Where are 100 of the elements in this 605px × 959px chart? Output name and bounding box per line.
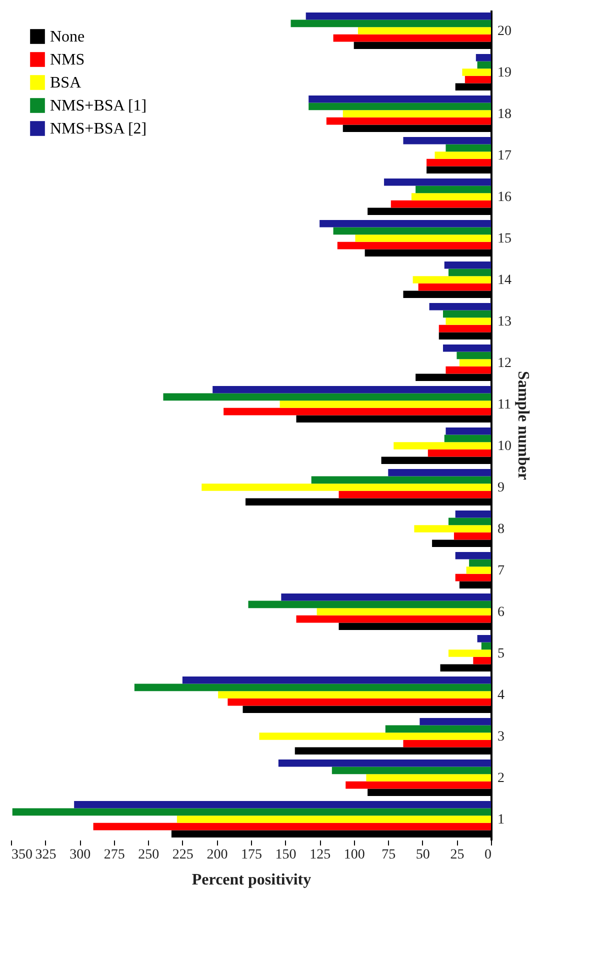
bar [403, 136, 491, 144]
bar [259, 732, 491, 740]
bar [414, 525, 491, 532]
legend-label: BSA [50, 74, 82, 92]
bar [296, 615, 491, 623]
bar [446, 366, 491, 374]
bar [316, 608, 491, 616]
bar [182, 676, 491, 684]
y-tick-label: 15 [498, 231, 512, 246]
x-axis-title: Percent positivity [192, 872, 312, 888]
bar [416, 186, 491, 194]
bar [444, 434, 491, 442]
bar [281, 593, 491, 601]
y-tick-label: 20 [498, 24, 512, 39]
y-tick-label: 14 [498, 272, 512, 288]
x-tick-label: 275 [104, 848, 125, 862]
bar [446, 144, 491, 152]
bar [306, 12, 491, 20]
bar [443, 344, 491, 352]
y-tick-label: 17 [498, 148, 512, 164]
bar [93, 822, 491, 830]
x-tick-label: 25 [450, 848, 464, 862]
bar [74, 800, 491, 808]
bar [202, 484, 491, 491]
bar [320, 220, 491, 228]
bar [355, 234, 491, 242]
bar [346, 781, 491, 789]
bar [228, 698, 491, 706]
legend-label: None [50, 28, 85, 46]
y-axis-title: Sample number [514, 371, 532, 480]
bar [390, 200, 491, 208]
x-tick-label: 225 [172, 848, 194, 862]
bar [438, 324, 491, 332]
bar [455, 552, 491, 560]
bar [384, 178, 491, 186]
bar [290, 20, 491, 28]
x-tick-label: 0 [484, 848, 492, 862]
y-tick-label: 9 [498, 480, 504, 496]
bar [176, 816, 491, 823]
bar [333, 34, 491, 42]
y-tick-label: 1 [498, 812, 504, 828]
bar [477, 634, 491, 642]
bar [337, 242, 491, 250]
bar [411, 193, 491, 200]
x-tick-label: 325 [35, 848, 56, 862]
bar [456, 352, 491, 360]
bar [403, 740, 491, 748]
bar [388, 468, 491, 476]
x-tick-label: 50 [416, 848, 430, 862]
x-tick-label: 200 [206, 848, 228, 862]
bar [434, 152, 491, 159]
bar [444, 261, 491, 269]
y-tick-label: 11 [498, 397, 511, 412]
bar [448, 650, 491, 657]
y-tick-label: 3 [498, 729, 504, 744]
bar [446, 427, 491, 435]
legend-label: NMS [50, 52, 85, 68]
bar [454, 532, 491, 540]
legend-label: NMS+BSA [2] [50, 120, 147, 138]
y-tick-label: 18 [498, 106, 512, 122]
bar [464, 76, 491, 84]
x-tick-label: 125 [310, 848, 331, 862]
bar [428, 449, 491, 457]
bar [342, 110, 491, 118]
bar [163, 393, 491, 401]
bar [466, 566, 491, 574]
bar [443, 310, 491, 318]
bar [469, 559, 491, 567]
bar [448, 518, 491, 526]
bar [280, 400, 491, 408]
y-tick-label: 16 [498, 190, 512, 205]
bar [338, 490, 491, 498]
bar [394, 442, 491, 450]
bar [455, 574, 491, 582]
bar [326, 117, 491, 125]
bar [218, 691, 491, 698]
legend-label: NMS+BSA [1] [50, 98, 147, 114]
bar [462, 68, 491, 76]
y-tick-label: 6 [498, 604, 504, 620]
x-tick-label: 150 [275, 848, 296, 862]
bar [308, 102, 491, 110]
bar [429, 302, 491, 310]
y-tick-label: 19 [498, 65, 512, 80]
x-tick-label: 75 [382, 848, 396, 862]
y-tick-label: 8 [498, 522, 504, 537]
bar [446, 318, 491, 325]
bar [134, 684, 491, 692]
bar [308, 95, 491, 103]
x-tick-label: 300 [70, 848, 91, 862]
bar [12, 808, 491, 816]
x-tick-label: 175 [241, 848, 262, 862]
bar [385, 725, 491, 733]
bar [333, 227, 491, 235]
bar [224, 408, 491, 416]
y-tick-label: 4 [498, 688, 504, 703]
bar [412, 276, 491, 284]
bar [332, 766, 491, 774]
y-tick-label: 5 [498, 646, 504, 662]
bar [476, 54, 491, 62]
bar [418, 283, 491, 291]
